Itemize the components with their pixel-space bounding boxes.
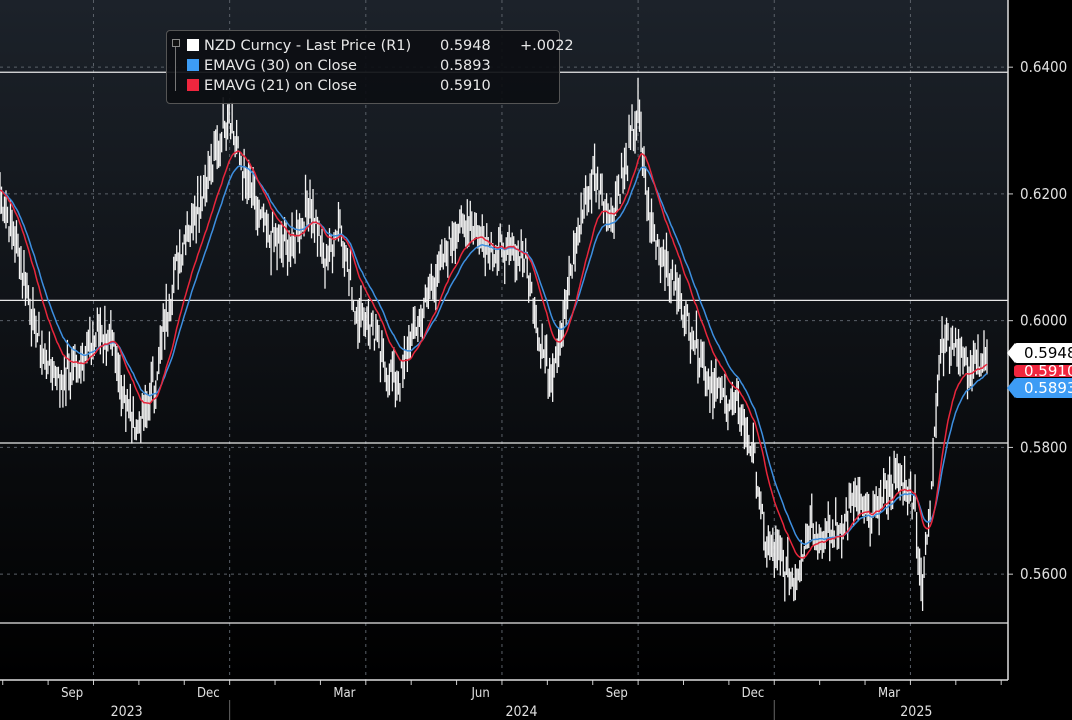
y-tick-label: 0.6400 <box>1020 58 1067 76</box>
x-tick-label: Mar <box>878 686 900 701</box>
legend-value: 0.5948 <box>440 38 491 54</box>
legend-label: EMAVG (21) on Close <box>204 78 357 94</box>
legend-item-ema21[interactable]: EMAVG (21) on Close 0.5910 <box>187 76 491 96</box>
legend-item-price[interactable]: NZD Curncy - Last Price (R1) 0.5948 +.00… <box>187 36 574 56</box>
ema30-line <box>0 165 988 545</box>
x-tick-label: Jun <box>470 686 489 701</box>
legend-change: +.0022 <box>520 38 574 54</box>
ema21-tag: 0.5910 <box>1014 365 1072 377</box>
y-tick-label: 0.6000 <box>1020 312 1067 330</box>
blue-swatch-icon <box>187 59 199 71</box>
chart-legend: NZD Curncy - Last Price (R1) 0.5948 +.00… <box>166 30 574 104</box>
x-tick-label: Dec <box>197 686 220 701</box>
legend-label: EMAVG (30) on Close <box>204 58 357 74</box>
y-tick-label: 0.5600 <box>1020 565 1067 583</box>
legend-value: 0.5910 <box>440 78 491 94</box>
x-tick-label: Mar <box>333 686 355 701</box>
x-tick-label: Sep <box>61 686 83 701</box>
x-tick-label: Sep <box>606 686 628 701</box>
x-tick-label: Dec <box>742 686 765 701</box>
ema30-tag: 0.5893 <box>1007 378 1072 398</box>
legend-tree-line <box>175 41 182 91</box>
year-label: 2025 <box>900 704 932 720</box>
y-tick-label: 0.5800 <box>1020 438 1067 456</box>
last-price-tag: 0.5948 <box>1007 343 1072 363</box>
legend-value: 0.5893 <box>440 58 491 74</box>
red-swatch-icon <box>187 79 199 91</box>
plot-background <box>0 0 1008 680</box>
ema21-line <box>0 150 988 559</box>
white-swatch-icon <box>187 39 199 51</box>
y-tick-label: 0.6200 <box>1020 185 1067 203</box>
legend-label: NZD Curncy - Last Price (R1) <box>204 38 412 54</box>
legend-item-ema30[interactable]: EMAVG (30) on Close 0.5893 <box>187 56 491 76</box>
year-label: 2024 <box>505 704 537 720</box>
collapse-icon[interactable] <box>172 39 180 47</box>
year-label: 2023 <box>111 704 143 720</box>
